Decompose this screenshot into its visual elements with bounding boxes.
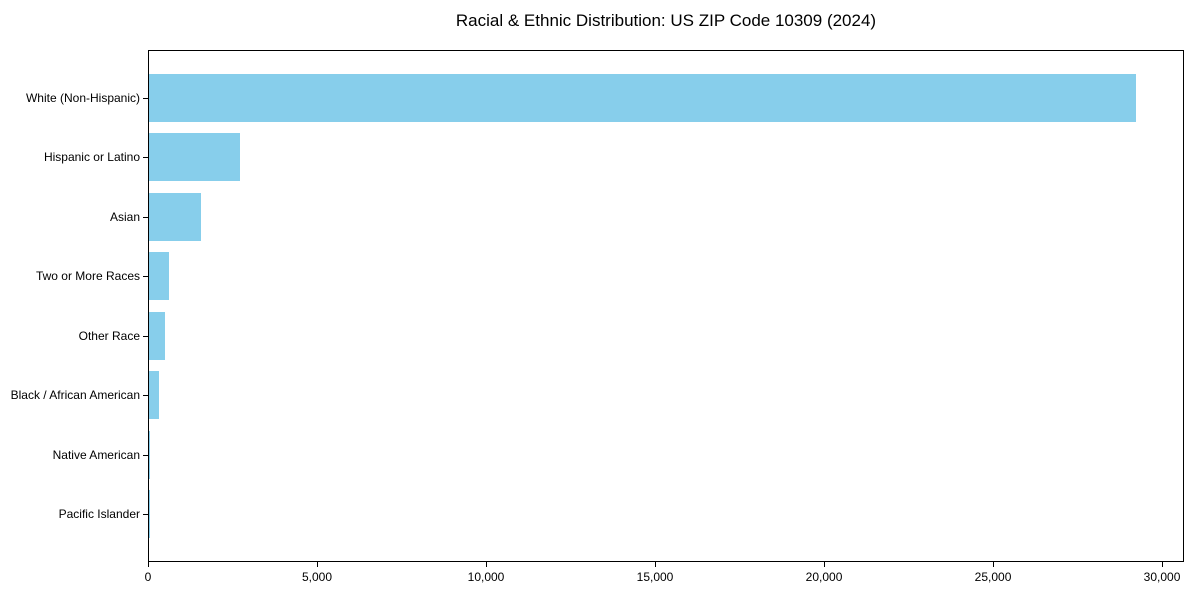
bar-row: Black / African American	[11, 366, 1183, 426]
x-tick-mark	[148, 562, 149, 567]
chart-title: Racial & Ethnic Distribution: US ZIP Cod…	[455, 11, 877, 30]
x-tick-mark	[1162, 562, 1164, 567]
y-axis-label: Native American	[52, 447, 140, 462]
bar-row: Other Race	[79, 306, 1183, 366]
bar-row: Native American	[53, 425, 1183, 485]
plot-area: White (Non-Hispanic) Hispanic or Latino As…	[11, 50, 1184, 562]
bar	[149, 192, 202, 241]
y-axis-label: Black / African American	[10, 388, 140, 403]
bar	[149, 311, 165, 360]
bar	[149, 133, 241, 182]
x-tick-mark	[317, 562, 318, 567]
x-tick-mark	[993, 562, 995, 567]
x-axis: 0 5,000 10,000 15,000 20,000 25,000 30,000	[144, 562, 1184, 596]
y-tick-mark	[143, 97, 148, 99]
y-axis-label: Asian	[109, 209, 140, 224]
x-tick-mark	[824, 562, 826, 567]
y-tick-mark	[143, 276, 148, 278]
bar-row: Pacific Islander	[59, 485, 1183, 545]
x-tick-label: 25,000	[974, 570, 1012, 584]
x-tick-label: 10,000	[467, 570, 505, 584]
bar-row: Hispanic or Latino	[44, 128, 1183, 188]
bar	[149, 252, 169, 301]
x-tick-mark	[486, 562, 487, 567]
y-tick-mark	[143, 216, 148, 218]
x-tick-label: 30,000	[1143, 570, 1181, 584]
bar	[149, 73, 1137, 122]
y-tick-mark	[143, 395, 148, 397]
y-axis-label: Hispanic or Latino	[43, 150, 140, 165]
x-tick-label: 0	[144, 570, 152, 584]
y-axis-label: Other Race	[78, 328, 140, 343]
y-axis-label: Pacific Islander	[58, 507, 140, 522]
x-tick-label: 5,000	[301, 570, 333, 584]
x-tick-mark	[655, 562, 656, 567]
y-tick-mark	[143, 157, 148, 159]
x-tick-label: 15,000	[636, 570, 674, 584]
bar-row: White (Non-Hispanic)	[26, 68, 1183, 128]
x-tick-label: 20,000	[805, 570, 843, 584]
y-axis-label: Two or More Races	[35, 269, 140, 284]
y-tick-mark	[143, 335, 148, 337]
bar	[149, 371, 160, 420]
y-tick-mark	[143, 454, 148, 456]
bar	[149, 430, 150, 479]
y-axis-label: White (Non-Hispanic)	[25, 90, 140, 105]
bar-row: Two or More Races	[36, 247, 1183, 307]
y-tick-mark	[143, 514, 148, 516]
bar-row: Asian	[110, 187, 1183, 247]
